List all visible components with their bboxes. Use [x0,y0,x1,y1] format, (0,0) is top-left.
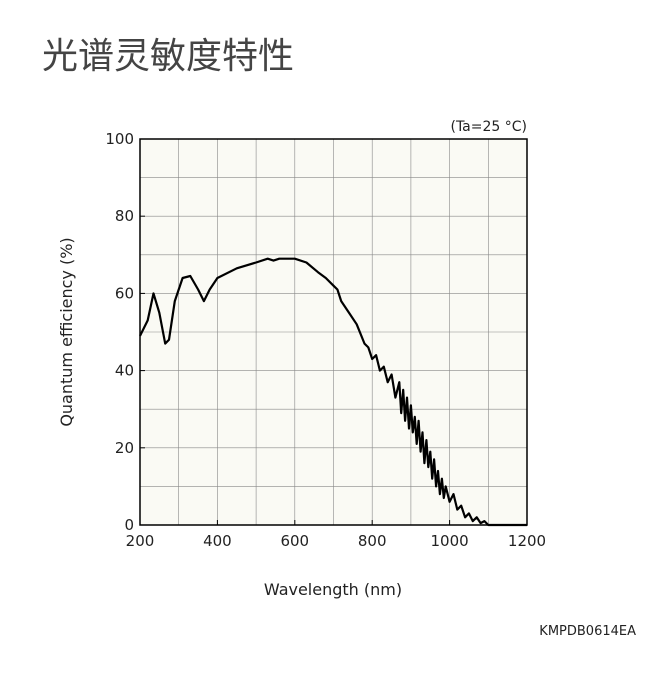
y-tick-label: 60 [115,284,134,302]
x-tick-label: 1200 [508,532,546,550]
y-tick-label: 100 [105,130,134,148]
y-tick-label: 80 [115,207,134,225]
footer-code: KMPDB0614EA [539,624,636,639]
y-tick-label: 0 [124,516,134,534]
x-tick-label: 600 [280,532,309,550]
y-tick-label: 40 [115,362,134,380]
y-axis-label: Quantum efficiency (%) [57,237,76,426]
annotation: (Ta=25 °C) [450,119,527,135]
data-line [139,257,527,527]
x-tick-label: 400 [203,532,232,550]
chart-title: 光谱灵敏度特性 [42,36,294,77]
x-tick-label: 800 [358,532,387,550]
x-tick-label: 200 [126,532,155,550]
y-tick-label: 20 [115,439,134,457]
plot-frame [139,138,528,526]
x-tick-label: 1000 [431,532,469,550]
x-axis-label: Wavelength (nm) [264,580,402,599]
